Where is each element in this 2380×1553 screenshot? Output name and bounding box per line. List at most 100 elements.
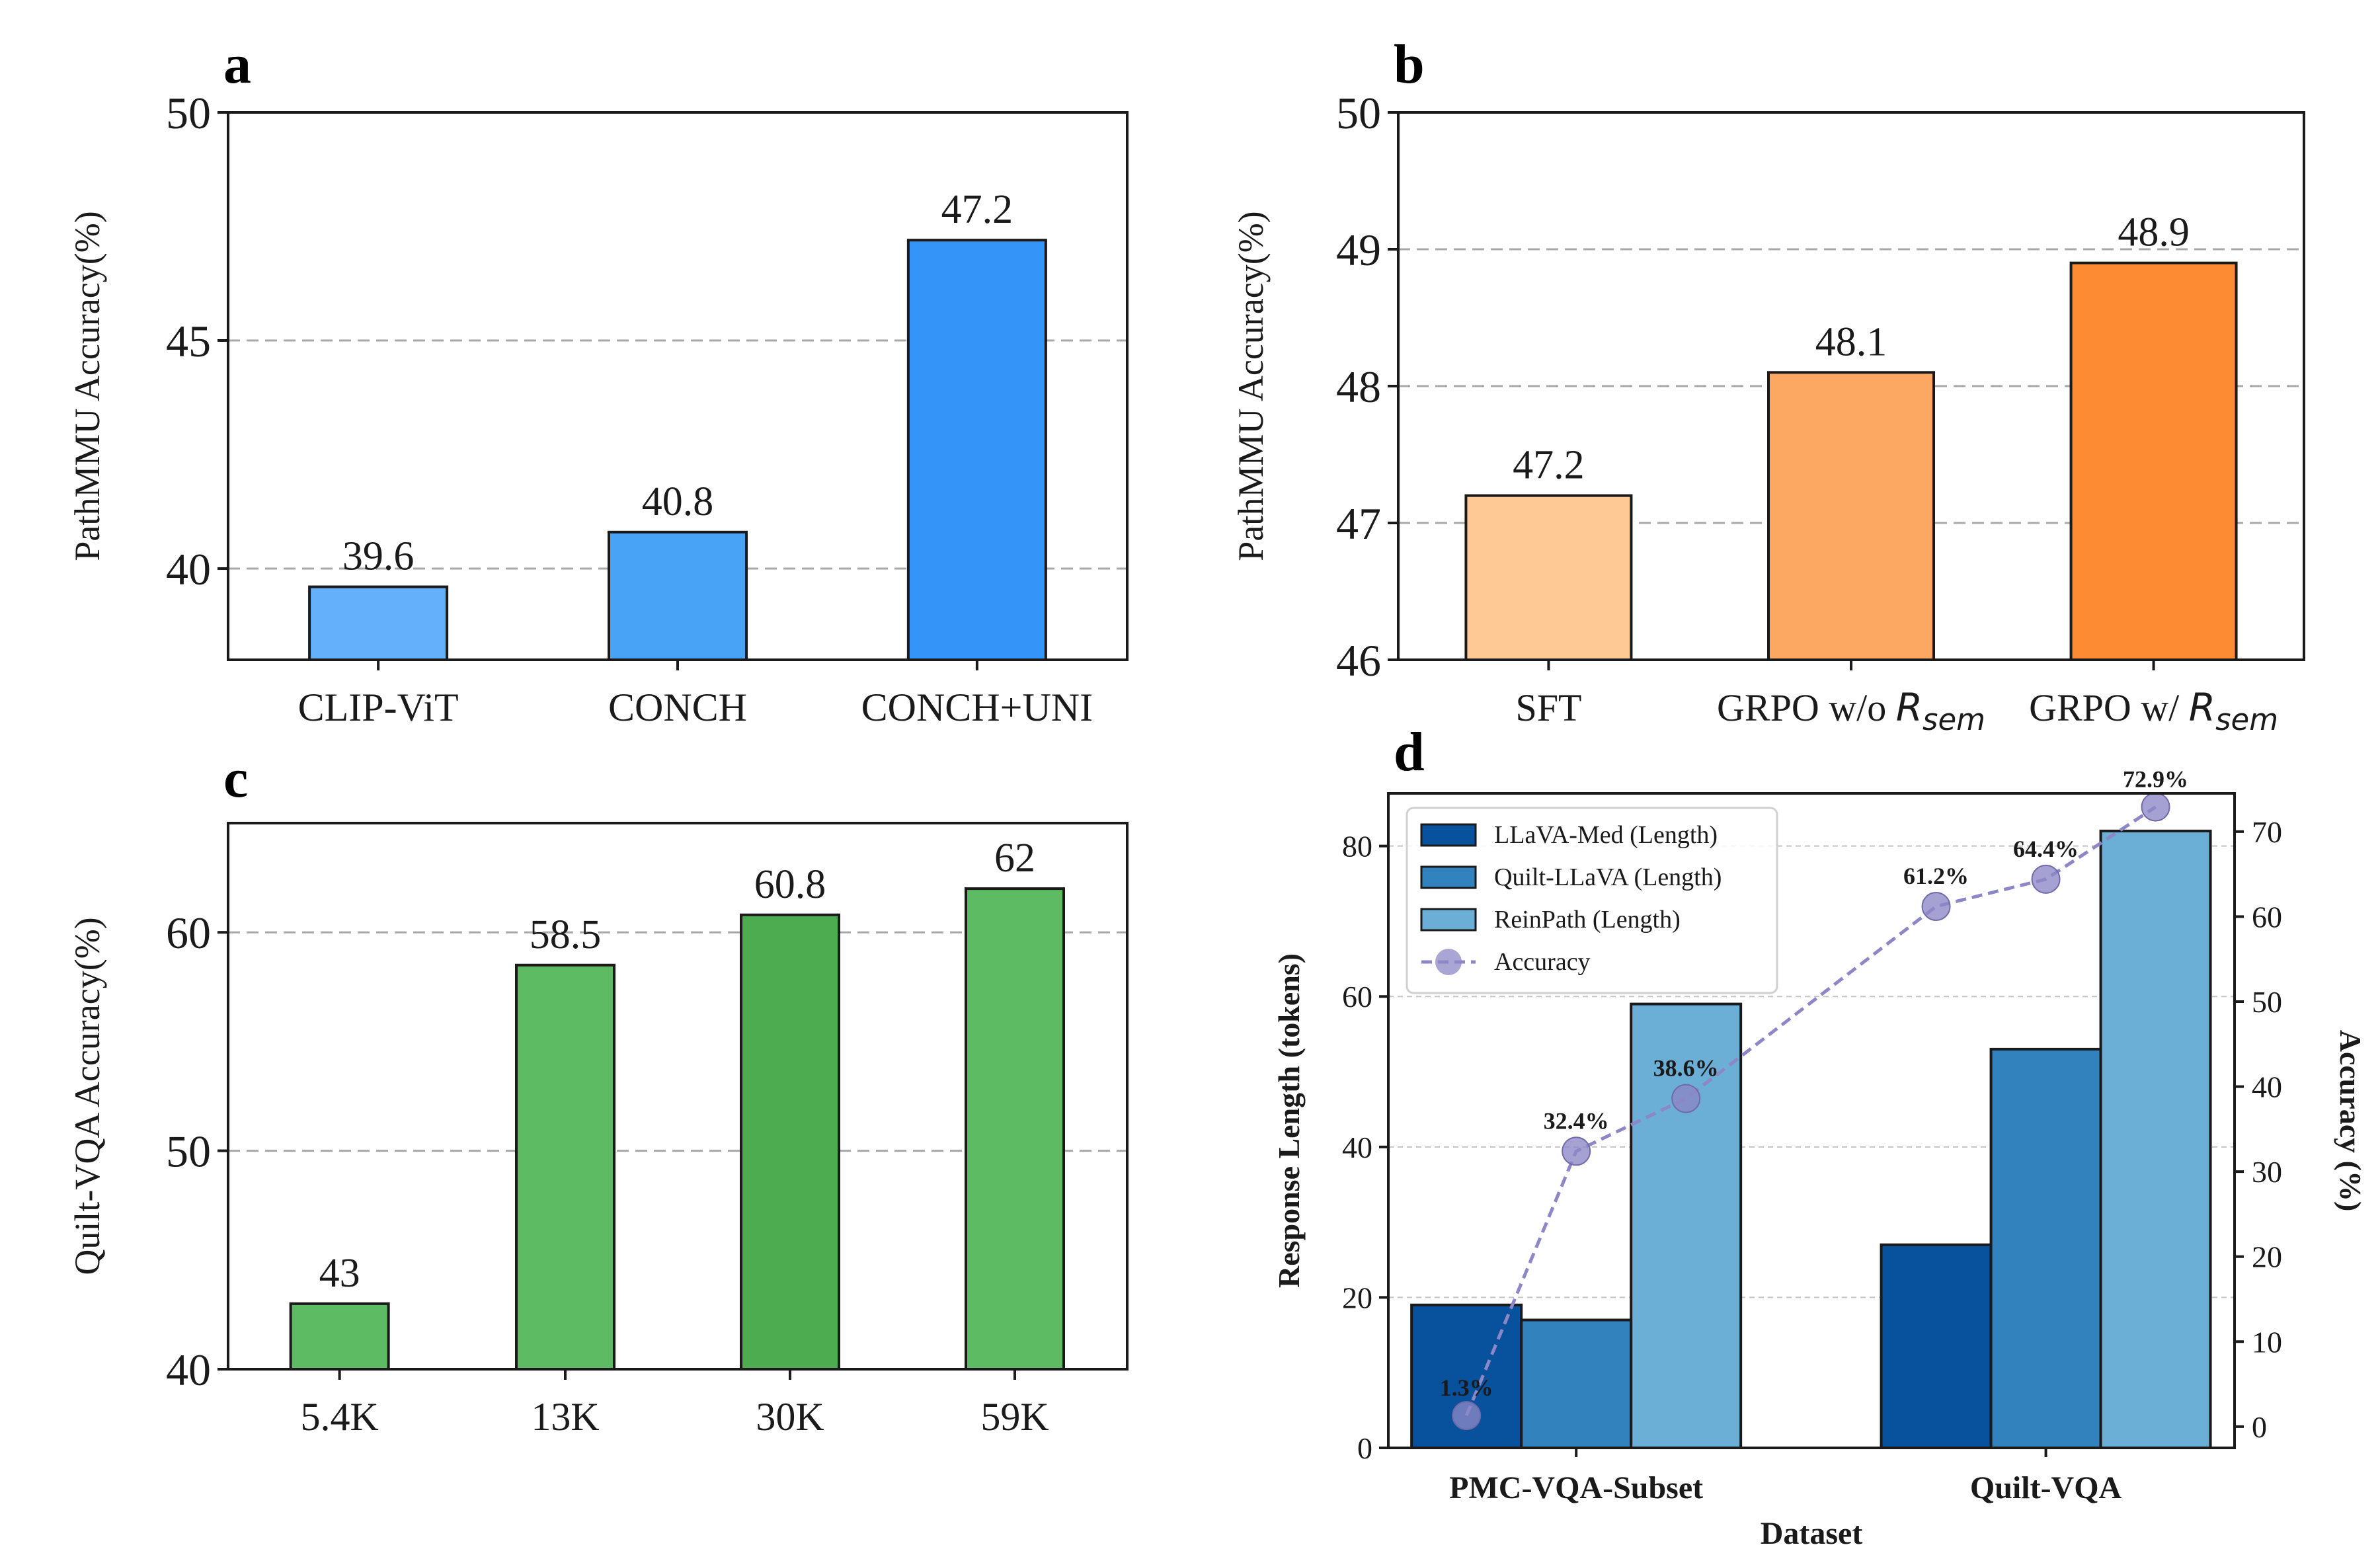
panel-b-bar-grpo-w-r-sem xyxy=(2069,261,2238,661)
panel-c-value-label-30k: 60.8 xyxy=(754,862,826,907)
legend-box xyxy=(1406,807,1778,994)
panel-a-value-label-conch: 40.8 xyxy=(642,479,714,524)
panel-d-xtick-label-quilt-vqa: Quilt-VQA xyxy=(1970,1470,2122,1505)
panel-d-ylabel-left: Response Length (tokens) xyxy=(1272,953,1306,1288)
panel-c-bar-59k xyxy=(965,887,1065,1371)
panel-d-plot-frame xyxy=(1387,792,2236,1449)
panel-d-bar-quilt-vqa-reinpath-length xyxy=(2099,829,2212,1450)
panel-d-ytick-label-80: 80 xyxy=(1342,830,1372,863)
legend-label-reinpath: ReinPath (Length) xyxy=(1494,906,1681,934)
panel-a-value-label-conch-uni: 47.2 xyxy=(941,187,1013,232)
panel-b-ytick-label-49: 49 xyxy=(1336,225,1381,275)
panel-d-ytick-right-label-50: 50 xyxy=(2252,985,2282,1019)
panel-a-ylabel: PathMMU Accuracy(%) xyxy=(67,211,107,561)
panel-b-xtick-label-sft: SFT xyxy=(1515,686,1581,729)
legend-marker-accuracy xyxy=(1435,949,1462,975)
panel-d-bar-pmc-vqa-subset-reinpath-length xyxy=(1630,1002,1743,1450)
panel-d-xlabel: Dataset xyxy=(1761,1516,1863,1551)
panel-d-bar-pmc-vqa-subset-quilt-llava-length xyxy=(1520,1318,1633,1450)
panel-c-ytick-label-60: 60 xyxy=(166,908,211,958)
panel-b-bar-sft xyxy=(1464,494,1633,661)
panel-a-xtick-label-conch-uni: CONCH+UNI xyxy=(861,686,1093,729)
panel-d: d 1.3% 32.4% 38.6% 61.2% 64.4% 72.9% 0 20 40 60 8… xyxy=(1272,721,2367,1551)
legend: LLaVA-Med (Length) Quilt-LLaVA (Length) … xyxy=(1406,807,1778,994)
panel-c-xtick-label-13k: 13K xyxy=(531,1395,599,1439)
panel-a-bar-clip-vit xyxy=(308,585,449,661)
panel-a-bar-conch-uni xyxy=(906,239,1047,661)
panel-c-ytick-label-50: 50 xyxy=(166,1127,211,1177)
panel-c-ytick-label-40: 40 xyxy=(166,1345,211,1395)
panel-a: a 39.6 40.8 47.2 40 45 50 CLIP-ViT CONCH CONCH… xyxy=(67,34,1129,729)
panel-c-xtick-label-5-4k: 5.4K xyxy=(300,1395,378,1439)
panel-d-accuracy-label-64-4: 64.4% xyxy=(2013,836,2079,862)
panel-d-ytick-label-20: 20 xyxy=(1342,1281,1372,1314)
panel-d-ytick-right-label-10: 10 xyxy=(2252,1325,2282,1359)
panel-a-ytick-label-40: 40 xyxy=(166,544,211,594)
panel-d-ytick-right-label-70: 70 xyxy=(2252,815,2282,849)
panel-b-xtick-label-grpo-w-o-r-sem: GRPO w/o Rsem xyxy=(1717,685,1985,737)
panel-b: b 47.2 48.1 48.9 46 47 48 49 50 SFT GRPO w/o Rs… xyxy=(1231,34,2305,737)
panel-a-value-label-clip-vit: 39.6 xyxy=(342,534,415,579)
panel-c-xtick-label-30k: 30K xyxy=(756,1395,824,1439)
panel-b-value-label-sft: 47.2 xyxy=(1513,443,1585,488)
panel-c-ylabel: Quilt-VQA Accuracy(%) xyxy=(67,917,107,1275)
panel-d-accuracy-point-64-4 xyxy=(2031,864,2061,894)
panel-b-ytick-label-48: 48 xyxy=(1336,362,1381,412)
panel-b-value-label-grpo-w-r-sem: 48.9 xyxy=(2118,210,2190,255)
panel-d-accuracy-point-38-6 xyxy=(1671,1084,1701,1113)
panel-d-ylabel-right: Accuracy (%) xyxy=(2334,1030,2367,1212)
panel-d-accuracy-label-32-4: 32.4% xyxy=(1544,1107,1609,1134)
panel-c-bar-5-4k xyxy=(289,1302,390,1371)
panel-d-accuracy-label-72-9: 72.9% xyxy=(2123,766,2188,793)
panel-a-ytick-label-45: 45 xyxy=(166,316,211,366)
panel-a-xtick-label-conch: CONCH xyxy=(608,686,747,729)
panel-c-plot-frame xyxy=(227,822,1129,1371)
panel-d-ytick-right-label-60: 60 xyxy=(2252,900,2282,934)
panel-d-bar-quilt-vqa-llava-med-length xyxy=(1880,1243,1993,1450)
panel-d-accuracy-line xyxy=(1464,805,2157,1417)
panel-d-ytick-right-label-30: 30 xyxy=(2252,1155,2282,1189)
panel-c-value-label-13k: 58.5 xyxy=(530,912,602,957)
legend-label-llava-med: LLaVA-Med (Length) xyxy=(1494,821,1718,849)
panel-b-value-label-grpo-w-o-r-sem: 48.1 xyxy=(1815,319,1887,364)
panel-a-bar-conch xyxy=(608,530,748,661)
panel-d-ytick-right-label-20: 20 xyxy=(2252,1240,2282,1274)
panel-b-ylabel: PathMMU Accuracy(%) xyxy=(1231,211,1271,561)
panel-letter-c: c xyxy=(223,748,248,809)
panel-letter-a: a xyxy=(223,34,251,95)
panel-d-accuracy-point-1-3 xyxy=(1452,1401,1482,1431)
panel-d-bar-quilt-vqa-quilt-llava-length xyxy=(1989,1047,2102,1450)
panel-d-accuracy-label-61-2: 61.2% xyxy=(1903,863,1969,889)
legend-label-accuracy: Accuracy xyxy=(1494,948,1591,976)
panel-d-accuracy-label-38-6: 38.6% xyxy=(1653,1055,1719,1082)
panel-b-ytick-label-46: 46 xyxy=(1336,635,1381,686)
panel-a-xtick-label-clip-vit: CLIP-ViT xyxy=(298,686,459,729)
panel-b-ytick-label-47: 47 xyxy=(1336,498,1381,549)
panel-c-bar-30k xyxy=(740,913,840,1371)
legend-swatch-llava-med xyxy=(1420,823,1477,847)
panel-letter-b: b xyxy=(1394,34,1425,95)
panel-d-ytick-label-0: 0 xyxy=(1357,1431,1372,1465)
panel-a-ytick-label-50: 50 xyxy=(166,88,211,138)
panel-c: c 43 58.5 60.8 62 40 50 60 5.4K 13K 30K 59K Quil… xyxy=(67,748,1129,1439)
panel-c-value-label-5-4k: 43 xyxy=(319,1251,360,1296)
panel-d-accuracy-label-1-3: 1.3% xyxy=(1440,1374,1493,1401)
legend-swatch-reinpath xyxy=(1420,908,1477,932)
panel-c-bar-13k xyxy=(515,963,615,1371)
panel-d-accuracy-point-72-9 xyxy=(2141,792,2170,822)
panel-b-bar-grpo-w-o-r-sem xyxy=(1767,371,1935,661)
panel-d-accuracy-point-61-2 xyxy=(1921,892,1951,921)
panel-d-ytick-right-label-40: 40 xyxy=(2252,1070,2282,1104)
panel-d-xtick-label-pmc-vqa-subset: PMC-VQA-Subset xyxy=(1449,1470,1703,1505)
panel-d-accuracy-point-32-4 xyxy=(1562,1136,1591,1166)
legend-swatch-quilt-llava xyxy=(1420,865,1477,889)
panel-letter-d: d xyxy=(1394,721,1425,783)
panel-d-ytick-label-60: 60 xyxy=(1342,980,1372,1014)
panel-b-xtick-label-grpo-w-r-sem: GRPO w/ Rsem xyxy=(2029,685,2278,737)
panel-c-value-label-59k: 62 xyxy=(994,836,1035,881)
panel-d-ytick-right-label-0: 0 xyxy=(2252,1410,2267,1444)
legend-label-quilt-llava: Quilt-LLaVA (Length) xyxy=(1494,863,1722,891)
panel-b-ytick-label-50: 50 xyxy=(1336,88,1381,138)
panel-d-ytick-label-40: 40 xyxy=(1342,1131,1372,1164)
